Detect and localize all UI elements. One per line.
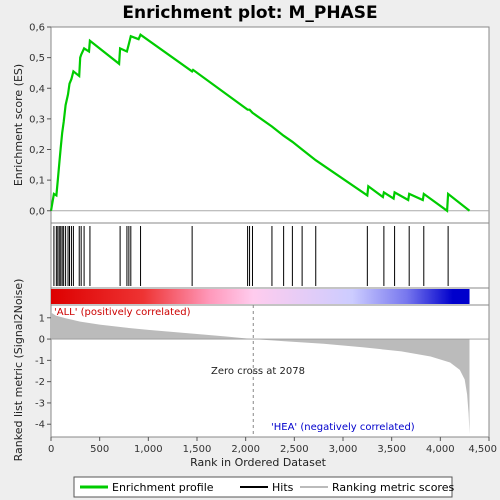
- positive-correlation-label: 'ALL' (positively correlated): [54, 307, 191, 318]
- x-tick-label-5: 2,500: [280, 444, 309, 455]
- ranking-metric-area: [51, 305, 489, 437]
- negative-correlation-label: 'HEA' (negatively correlated): [271, 422, 415, 433]
- es-y-tick-label-2: 0,2: [29, 145, 45, 156]
- zero-cross-label: Zero cross at 2078: [211, 366, 305, 377]
- metric-y-axis-title: Ranked list metric (Signal2Noise): [12, 279, 25, 462]
- metric-panel: [50, 304, 490, 438]
- hits-panel: [50, 222, 490, 290]
- chart-title: Enrichment plot: M_PHASE: [122, 3, 377, 23]
- legend-metric-label: Ranking metric scores: [332, 481, 454, 494]
- x-axis-title: Rank in Ordered Dataset: [190, 456, 327, 469]
- x-tick-label-2: 1,000: [134, 444, 163, 455]
- x-tick-label-7: 3,500: [377, 444, 406, 455]
- es-y-axis-title: Enrichment score (ES): [12, 64, 25, 186]
- metric-y-tick-label-2: -1: [35, 356, 45, 367]
- es-y-tick-label-3: 0,3: [29, 114, 45, 125]
- rank-bar-fill: [51, 289, 470, 304]
- es-y-axis-ticks: 0,0 0,1 0,2 0,3 0,4 0,5 0,6: [29, 23, 51, 217]
- es-y-tick-label-5: 0,5: [29, 53, 45, 64]
- legend: Enrichment profile Hits Ranking metric s…: [73, 476, 454, 498]
- ranking-metric-fill: [51, 312, 470, 434]
- legend-hits-label: Hits: [272, 481, 294, 494]
- es-y-tick-label-0: 0,0: [29, 206, 45, 217]
- x-axis-ticks: 0 500 1,000 1,500 2,000 2,500 3,000 3,500 4,000 4…: [48, 437, 497, 455]
- metric-y-tick-label-0: 1: [39, 313, 45, 324]
- rank-color-bar: [51, 289, 470, 304]
- es-y-tick-label-1: 0,1: [29, 176, 45, 187]
- x-tick-label-6: 3,000: [329, 444, 358, 455]
- metric-y-axis-ticks: 1 0 -1 -2 -3 -4: [35, 313, 51, 431]
- metric-y-tick-label-1: 0: [39, 335, 45, 346]
- enrichment-profile-line: [49, 33, 471, 213]
- x-tick-label-4: 2,000: [231, 444, 260, 455]
- x-tick-label-1: 500: [90, 444, 109, 455]
- x-tick-label-8: 4,000: [426, 444, 455, 455]
- x-tick-label-3: 1,500: [183, 444, 212, 455]
- metric-y-tick-label-5: -4: [35, 420, 45, 431]
- metric-y-tick-label-3: -2: [35, 377, 45, 388]
- legend-enrichment-label: Enrichment profile: [112, 481, 214, 494]
- enrichment-profile-series: [49, 33, 471, 213]
- hit-markers: [53, 226, 449, 286]
- es-y-tick-label-4: 0,4: [29, 84, 45, 95]
- x-tick-label-0: 0: [48, 444, 54, 455]
- x-tick-label-9: 4,500: [468, 444, 497, 455]
- es-y-tick-label-6: 0,6: [29, 23, 45, 34]
- metric-y-tick-label-4: -3: [35, 398, 45, 409]
